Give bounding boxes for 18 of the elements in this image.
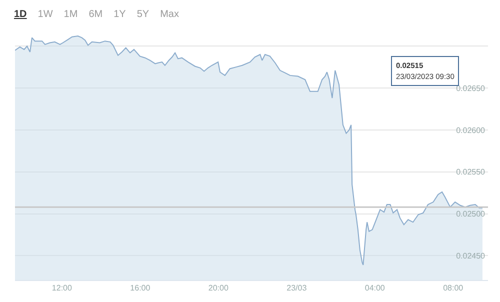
annotation: 1W (38, 9, 53, 20)
annotation: Max (160, 9, 179, 20)
y-tick-label: 0.02550 (456, 168, 486, 177)
x-tick-label: 12:00 (52, 284, 72, 293)
annotation: 1Y (114, 9, 126, 20)
y-tick-label: 0.02450 (456, 251, 486, 260)
x-tick-label: 08:00 (443, 284, 464, 293)
annotation: 6M (88, 9, 103, 20)
annotation: 1M (64, 9, 78, 20)
y-tick-label: 0.02600 (456, 126, 486, 135)
annotation: 5Y (136, 9, 150, 20)
x-tick-label: 16:00 (130, 284, 151, 293)
x-tick-label: 23/03 (286, 284, 308, 293)
x-tick-label: 04:00 (364, 284, 386, 293)
y-tick-label: 0.02500 (456, 210, 486, 219)
y-tick-label: 0.02650 (456, 84, 486, 93)
annotation: 1D (14, 9, 27, 20)
x-tick-label: 20:00 (208, 284, 229, 293)
